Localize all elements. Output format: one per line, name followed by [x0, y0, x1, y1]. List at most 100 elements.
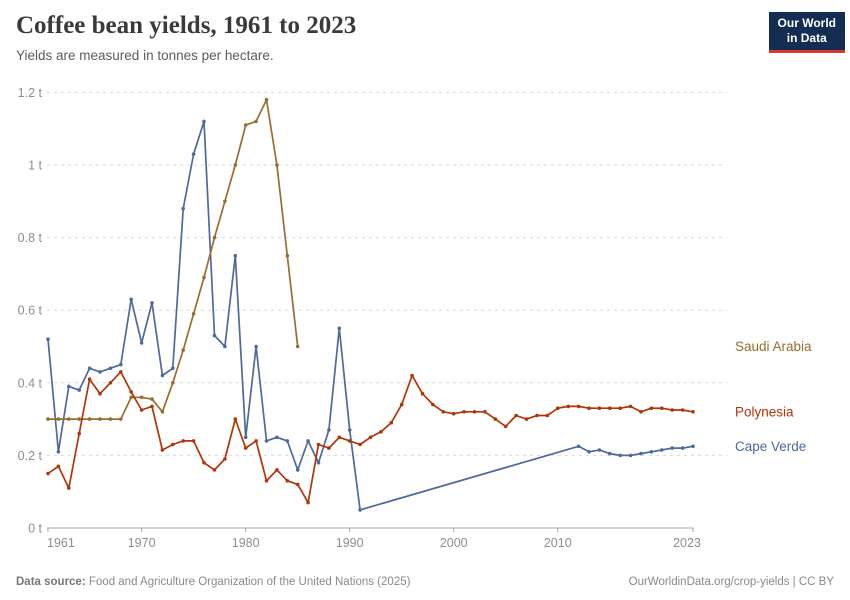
chart-footer: Data source: Food and Agriculture Organi…	[16, 576, 834, 588]
series-point-polynesia	[56, 464, 61, 469]
series-point-cape-verde	[150, 301, 154, 305]
series-line-saudi-arabia	[47, 98, 299, 420]
series-point-polynesia	[233, 417, 238, 421]
series-point-saudi-arabia	[150, 397, 154, 401]
series-point-polynesia	[202, 460, 206, 465]
series-point-polynesia	[223, 457, 227, 461]
series-point-cape-verde	[119, 362, 123, 367]
series-point-polynesia	[649, 406, 654, 411]
series-point-polynesia	[441, 410, 446, 414]
series-point-saudi-arabia	[171, 381, 175, 385]
series-point-saudi-arabia	[285, 253, 290, 258]
series-point-saudi-arabia	[212, 235, 217, 240]
data-source-label: Data source:	[16, 576, 86, 588]
series-point-saudi-arabia	[108, 417, 113, 421]
series-point-polynesia	[129, 390, 133, 394]
footer-credit-link[interactable]: OurWorldinData.org/crop-yields | CC BY	[628, 576, 834, 588]
series-point-cape-verde	[597, 448, 602, 452]
series-point-polynesia	[420, 391, 425, 396]
x-axis-tick-label: 1961	[47, 536, 75, 550]
y-axis-tick-label: 1 t	[28, 159, 42, 173]
series-point-saudi-arabia	[67, 417, 71, 421]
series-point-saudi-arabia	[233, 163, 238, 167]
x-axis-tick-label: 1980	[232, 536, 260, 550]
series-point-polynesia	[77, 431, 81, 436]
series-point-polynesia	[160, 448, 165, 452]
series-point-polynesia	[358, 442, 362, 447]
series-point-polynesia	[327, 446, 331, 450]
x-axis-tick-label: 1990	[336, 536, 364, 550]
series-point-saudi-arabia	[77, 417, 81, 421]
series-point-cape-verde	[576, 444, 581, 449]
series-point-saudi-arabia	[56, 417, 61, 421]
series-point-polynesia	[67, 486, 71, 490]
series-point-cape-verde	[139, 341, 144, 345]
series-point-cape-verde	[223, 344, 227, 349]
series-point-cape-verde	[46, 337, 50, 342]
data-source: Data source: Food and Agriculture Organi…	[16, 576, 410, 588]
series-point-polynesia	[191, 439, 196, 443]
series-point-polynesia	[368, 435, 373, 440]
series-point-cape-verde	[67, 384, 71, 389]
series-point-cape-verde	[171, 366, 175, 371]
series-point-cape-verde	[181, 206, 185, 211]
series-point-polynesia	[171, 442, 175, 447]
series-label-saudi-arabia[interactable]: Saudi Arabia	[735, 339, 812, 354]
series-point-polynesia	[535, 413, 539, 418]
series-point-saudi-arabia	[191, 312, 196, 316]
series-point-cape-verde	[306, 439, 310, 443]
series-point-polynesia	[639, 410, 643, 414]
series-point-polynesia	[618, 406, 622, 411]
series-point-polynesia	[410, 373, 414, 378]
series-point-polynesia	[587, 406, 591, 411]
series-point-polynesia	[254, 439, 258, 443]
series-point-polynesia	[212, 468, 217, 472]
series-point-polynesia	[150, 404, 154, 409]
series-point-saudi-arabia	[223, 199, 227, 204]
series-point-cape-verde	[639, 451, 643, 456]
series-point-saudi-arabia	[139, 395, 144, 400]
series-point-saudi-arabia	[129, 395, 133, 400]
series-point-polynesia	[87, 377, 92, 382]
series-point-saudi-arabia	[295, 344, 300, 349]
series-point-polynesia	[576, 404, 581, 409]
x-axis-tick-label: 2010	[544, 536, 572, 550]
series-point-polynesia	[399, 402, 404, 407]
series-point-cape-verde	[233, 253, 238, 258]
series-point-cape-verde	[691, 444, 695, 449]
series-point-polynesia	[691, 410, 695, 414]
series-label-polynesia[interactable]: Polynesia	[735, 404, 794, 419]
series-point-saudi-arabia	[98, 417, 102, 421]
series-label-cape-verde[interactable]: Cape Verde	[735, 439, 806, 454]
y-axis-tick-label: 0.6 t	[18, 304, 43, 318]
x-axis-tick-label: 2023	[673, 536, 701, 550]
series-point-polynesia	[139, 408, 144, 412]
series-point-polynesia	[295, 482, 300, 487]
series-point-polynesia	[462, 410, 466, 414]
series-point-polynesia	[628, 404, 633, 409]
series-point-cape-verde	[316, 460, 321, 465]
series-point-polynesia	[337, 435, 342, 440]
series-point-cape-verde	[243, 435, 248, 440]
series-point-polynesia	[264, 479, 269, 483]
series-point-cape-verde	[108, 366, 113, 371]
data-source-text: Food and Agriculture Organization of the…	[88, 576, 411, 588]
series-point-saudi-arabia	[87, 417, 92, 421]
series-point-polynesia	[514, 413, 518, 418]
series-point-polynesia	[347, 439, 352, 443]
series-point-cape-verde	[587, 450, 591, 454]
owid-logo[interactable]: Our World in Data	[768, 12, 845, 53]
series-point-cape-verde	[275, 435, 279, 440]
series-point-polynesia	[316, 442, 321, 447]
y-axis-tick-label: 0 t	[28, 522, 42, 536]
series-point-polynesia	[306, 500, 310, 505]
x-axis-tick-label: 2000	[440, 536, 468, 550]
series-point-cape-verde	[285, 439, 290, 443]
series-point-cape-verde	[660, 448, 664, 452]
series-point-polynesia	[243, 446, 248, 450]
series-point-cape-verde	[129, 297, 133, 302]
series-point-cape-verde	[264, 439, 269, 443]
page-subtitle: Yields are measured in tonnes per hectar…	[16, 47, 274, 63]
series-point-polynesia	[379, 430, 383, 434]
series-point-polynesia	[46, 471, 50, 476]
